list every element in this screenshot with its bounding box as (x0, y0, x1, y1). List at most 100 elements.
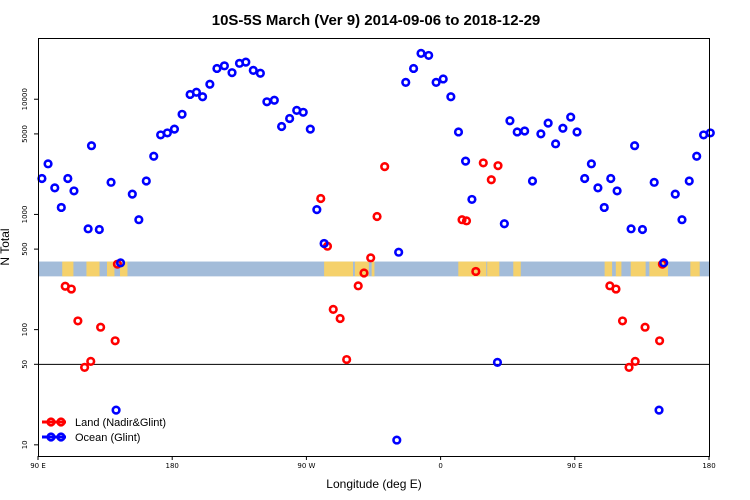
land-data-point (655, 336, 665, 346)
ocean-data-point (446, 92, 456, 102)
land-data-point (79, 362, 90, 373)
land-data-point (328, 304, 338, 314)
ocean-data-point (285, 113, 295, 124)
land-band-segment (487, 261, 500, 277)
ocean-data-point (394, 247, 404, 257)
land-band-segment (371, 261, 375, 277)
ocean-data-point (527, 176, 538, 186)
y-tick-label: 10 (21, 440, 29, 449)
ocean-data-point (505, 116, 515, 126)
ocean-data-point (141, 176, 151, 186)
ocean-data-point (654, 405, 664, 415)
land-data-point (471, 266, 481, 277)
ocean-data-point (630, 141, 640, 151)
x-tick-label: 180 (702, 462, 715, 470)
land-data-point (342, 354, 352, 365)
ocean-data-point (205, 79, 215, 89)
land-data-point (624, 362, 634, 373)
land-data-point (96, 322, 106, 332)
ocean-data-point (94, 224, 104, 235)
ocean-data-point (536, 129, 546, 139)
ocean-data-point (431, 77, 441, 87)
land-data-point (66, 284, 76, 294)
coverage-band (38, 261, 709, 277)
data-points-layer (37, 48, 715, 445)
ocean-data-point (408, 63, 419, 74)
legend: Land (Nadir&Glint) Ocean (Glint) (42, 417, 166, 444)
land-band-segment (615, 261, 622, 277)
land-data-point (617, 316, 628, 326)
y-tick-label: 5000 (21, 125, 29, 143)
ocean-data-point (56, 202, 66, 213)
land-band-segment (354, 261, 369, 277)
land-data-point (630, 356, 640, 366)
ocean-data-point (572, 127, 582, 137)
ocean-data-point (649, 177, 659, 187)
chart-title: 10S-5S March (Ver 9) 2014-09-06 to 2018-… (212, 12, 541, 29)
ocean-data-point (637, 224, 648, 235)
ocean-data-point (269, 95, 279, 105)
x-tick-label: 180 (166, 462, 179, 470)
ocean-data-point (134, 215, 144, 225)
y-tick-label: 10000 (21, 88, 29, 110)
land-data-point (86, 356, 96, 366)
ocean-data-point (43, 159, 53, 169)
ocean-data-point (593, 183, 603, 193)
land-band-segment (86, 261, 100, 277)
land-band-segment (690, 261, 700, 277)
land-data-point (640, 322, 650, 332)
land-band-segment (324, 261, 353, 277)
legend-ocean-marker (46, 432, 56, 442)
ocean-data-point (659, 258, 669, 268)
land-data-point (359, 268, 369, 278)
land-band-segment (604, 261, 613, 277)
ocean-data-point (191, 87, 202, 97)
ocean-data-point (305, 124, 315, 134)
ocean-data-point (197, 92, 208, 102)
ocean-data-point (86, 141, 97, 151)
ocean-data-point (255, 68, 265, 78)
ocean-data-point (69, 186, 79, 196)
ocean-data-point (111, 405, 121, 415)
ocean-data-point (543, 118, 553, 128)
ocean-data-point (453, 127, 464, 137)
legend-ocean-label: Ocean (Glint) (75, 432, 140, 444)
ocean-data-point (499, 219, 509, 229)
ocean-data-point (677, 215, 687, 225)
ocean-data-point (424, 50, 434, 61)
land-band-segment (513, 261, 521, 277)
ocean-data-point (606, 173, 616, 184)
land-band-segment (630, 261, 646, 277)
land-band-segment (106, 261, 115, 277)
ocean-data-point (227, 68, 237, 78)
land-data-point (73, 316, 83, 326)
land-data-point (457, 215, 467, 225)
y-tick-label: 500 (21, 242, 29, 255)
x-tick-label: 90 E (567, 462, 583, 470)
ocean-data-point (212, 63, 222, 74)
ocean-data-point (149, 151, 159, 161)
land-data-point (478, 158, 488, 168)
x-axis-ticks: 90 E 180 90 W 0 90 E 180 (30, 456, 716, 470)
ocean-data-point (670, 189, 680, 199)
ocean-data-point (63, 173, 73, 184)
land-data-point (110, 336, 120, 346)
ocean-data-point (612, 186, 622, 196)
land-data-point (486, 175, 496, 185)
ocean-data-point (586, 159, 596, 169)
ocean-data-point (248, 65, 258, 75)
land-data-point (316, 193, 326, 204)
ocean-data-point (692, 151, 702, 161)
ocean-data-point (492, 357, 503, 367)
land-data-point (493, 161, 503, 171)
ocean-data-point (580, 173, 590, 184)
ocean-data-point (438, 74, 448, 84)
y-tick-label: 100 (21, 323, 29, 336)
ocean-data-point (566, 112, 576, 122)
land-data-point (335, 313, 345, 324)
y-tick-label: 50 (21, 360, 29, 369)
ocean-data-point (551, 139, 561, 149)
x-tick-label: 0 (438, 462, 442, 470)
ocean-data-point (177, 109, 187, 119)
